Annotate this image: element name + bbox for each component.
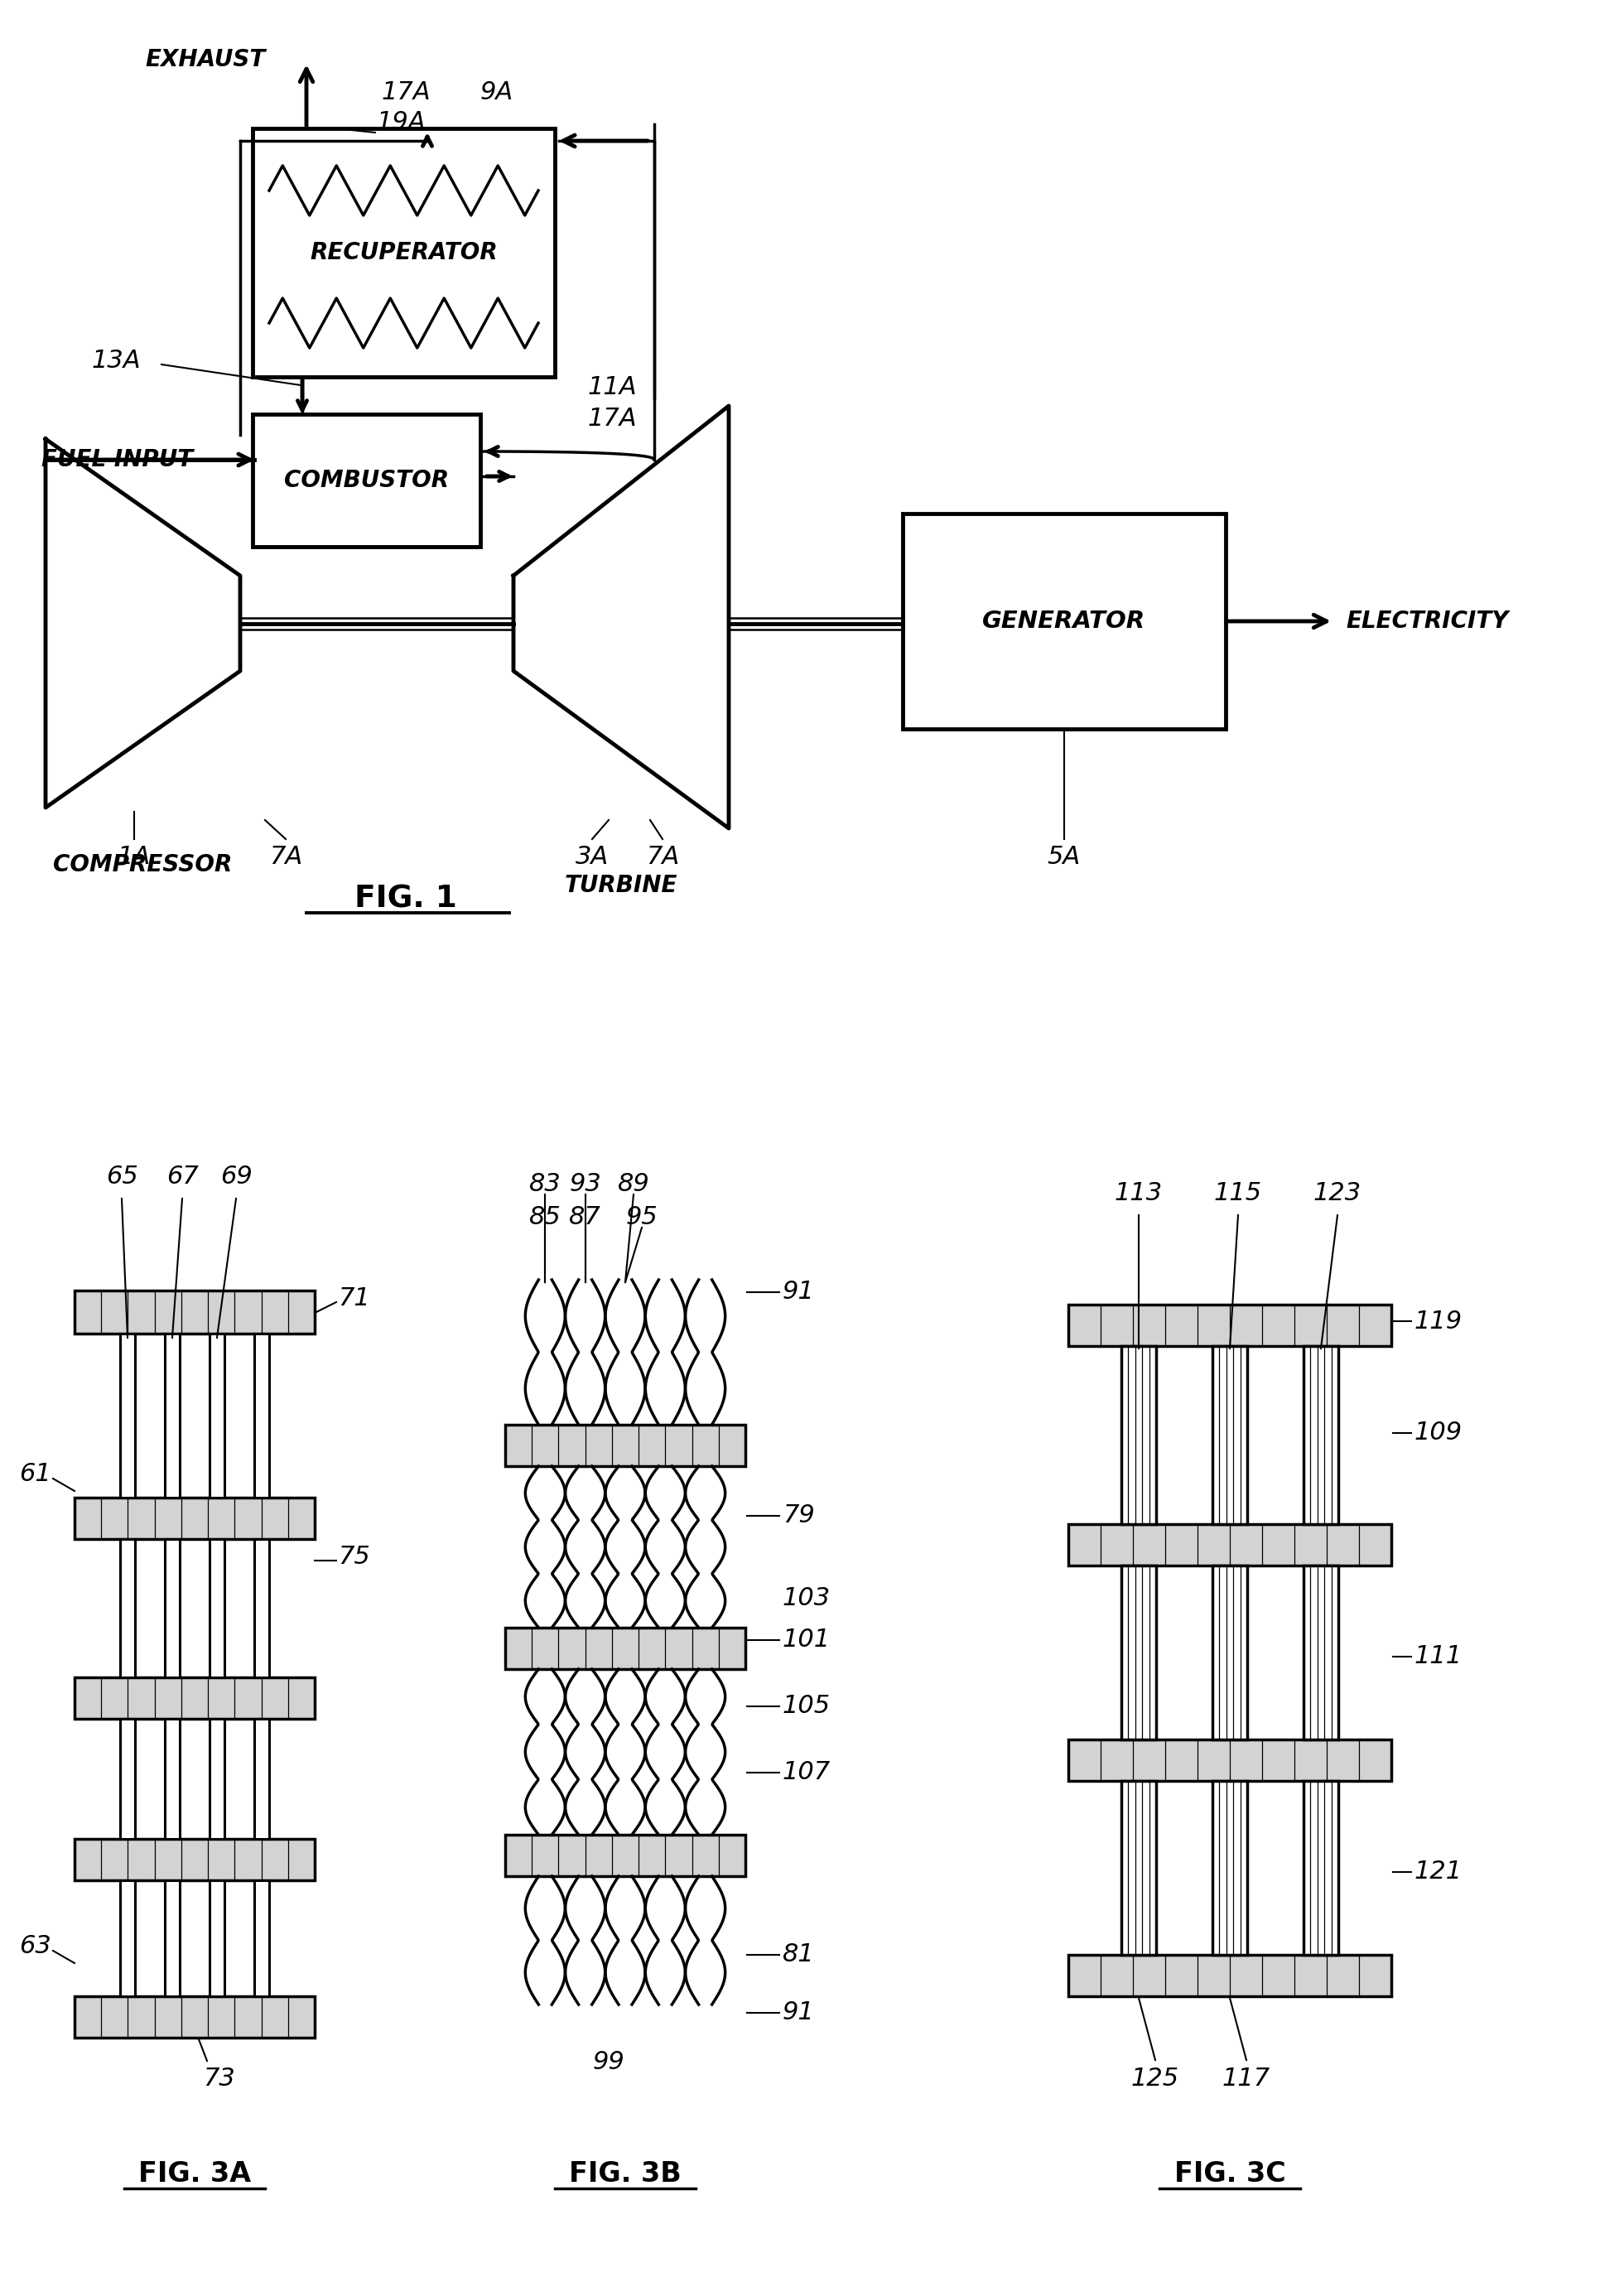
Bar (1121, 1347, 1156, 1523)
Bar (1069, 1304, 1392, 1347)
Bar (75, 1839, 315, 1880)
Text: 85: 85 (529, 1205, 562, 1230)
Bar (120, 1880, 135, 1997)
Text: 69: 69 (219, 1164, 252, 1189)
Text: 19A: 19A (377, 110, 425, 135)
Bar (120, 1539, 135, 1676)
Bar (120, 1720, 135, 1839)
Bar (253, 128, 555, 377)
Bar (164, 1880, 180, 1997)
Polygon shape (45, 439, 240, 807)
Text: 89: 89 (617, 1173, 650, 1196)
Text: 119: 119 (1415, 1308, 1463, 1333)
Bar (164, 1720, 180, 1839)
Bar (255, 1333, 270, 1498)
Text: GENERATOR: GENERATOR (983, 611, 1147, 633)
Text: 123: 123 (1314, 1180, 1361, 1205)
Bar (1069, 1523, 1392, 1567)
Text: 125: 125 (1132, 2067, 1179, 2090)
Text: 7A: 7A (270, 844, 302, 869)
Text: 11A: 11A (588, 375, 637, 400)
Bar (120, 1333, 135, 1498)
Text: 103: 103 (783, 1587, 831, 1610)
Bar (505, 1628, 745, 1670)
Text: 91: 91 (783, 2001, 815, 2024)
Text: 111: 111 (1415, 1644, 1463, 1670)
Bar (75, 1290, 315, 1333)
Bar (1069, 1955, 1392, 1997)
Text: COMPRESSOR: COMPRESSOR (54, 853, 232, 876)
Text: 99: 99 (593, 2051, 625, 2074)
Text: COMBUSTOR: COMBUSTOR (284, 469, 448, 492)
Text: 5A: 5A (1047, 844, 1082, 869)
Text: 17A: 17A (588, 407, 637, 430)
Text: 61: 61 (19, 1461, 52, 1487)
Bar (1213, 1567, 1247, 1740)
Text: TURBINE: TURBINE (565, 874, 677, 897)
Bar (209, 1880, 224, 1997)
Polygon shape (513, 405, 729, 828)
Text: 81: 81 (783, 1944, 815, 1967)
Text: 105: 105 (783, 1695, 831, 1718)
Bar (903, 515, 1226, 730)
Text: 83: 83 (529, 1173, 562, 1196)
Text: 117: 117 (1223, 2067, 1270, 2090)
Text: 113: 113 (1114, 1180, 1163, 1205)
Bar (209, 1539, 224, 1676)
Text: 95: 95 (625, 1205, 658, 1230)
Text: EXHAUST: EXHAUST (145, 48, 265, 71)
Bar (1121, 1567, 1156, 1740)
Text: FIG. 1: FIG. 1 (354, 883, 456, 913)
Text: FIG. 3A: FIG. 3A (138, 2161, 252, 2189)
Bar (1304, 1567, 1338, 1740)
Text: 9A: 9A (481, 80, 513, 105)
Text: 7A: 7A (646, 844, 679, 869)
Bar (1213, 1347, 1247, 1523)
Text: 91: 91 (783, 1281, 815, 1304)
Text: RECUPERATOR: RECUPERATOR (310, 240, 497, 265)
Text: 17A: 17A (382, 80, 430, 105)
Text: 87: 87 (568, 1205, 601, 1230)
Bar (164, 1539, 180, 1676)
Text: 101: 101 (783, 1628, 831, 1651)
Text: 73: 73 (203, 2067, 235, 2090)
Text: 1A: 1A (117, 844, 151, 869)
Text: FIG. 3C: FIG. 3C (1174, 2161, 1286, 2189)
Text: 13A: 13A (91, 348, 141, 373)
Text: 121: 121 (1415, 1859, 1463, 1884)
Text: 67: 67 (166, 1164, 198, 1189)
Bar (75, 1676, 315, 1720)
Text: 79: 79 (783, 1505, 815, 1528)
Text: 63: 63 (19, 1935, 52, 1958)
Bar (209, 1720, 224, 1839)
Bar (164, 1333, 180, 1498)
Text: 115: 115 (1215, 1180, 1262, 1205)
Bar (255, 1539, 270, 1676)
Text: FIG. 3B: FIG. 3B (568, 2161, 682, 2189)
Bar (1304, 1347, 1338, 1523)
Bar (1121, 1782, 1156, 1955)
Text: 71: 71 (338, 1288, 370, 1310)
Bar (209, 1333, 224, 1498)
Bar (1213, 1782, 1247, 1955)
Bar (505, 1425, 745, 1466)
Bar (1304, 1782, 1338, 1955)
Text: 65: 65 (106, 1164, 138, 1189)
Bar (255, 1880, 270, 1997)
Bar (253, 414, 481, 547)
Bar (505, 1834, 745, 1875)
Text: 109: 109 (1415, 1420, 1463, 1445)
Bar (1069, 1740, 1392, 1782)
Text: 107: 107 (783, 1761, 831, 1784)
Text: ELECTRICITY: ELECTRICITY (1346, 611, 1509, 633)
Text: 75: 75 (338, 1546, 370, 1569)
Bar (75, 1498, 315, 1539)
Bar (75, 1997, 315, 2038)
Text: 93: 93 (568, 1173, 601, 1196)
Bar (255, 1720, 270, 1839)
Text: 3A: 3A (575, 844, 609, 869)
Text: FUEL INPUT: FUEL INPUT (41, 448, 193, 471)
